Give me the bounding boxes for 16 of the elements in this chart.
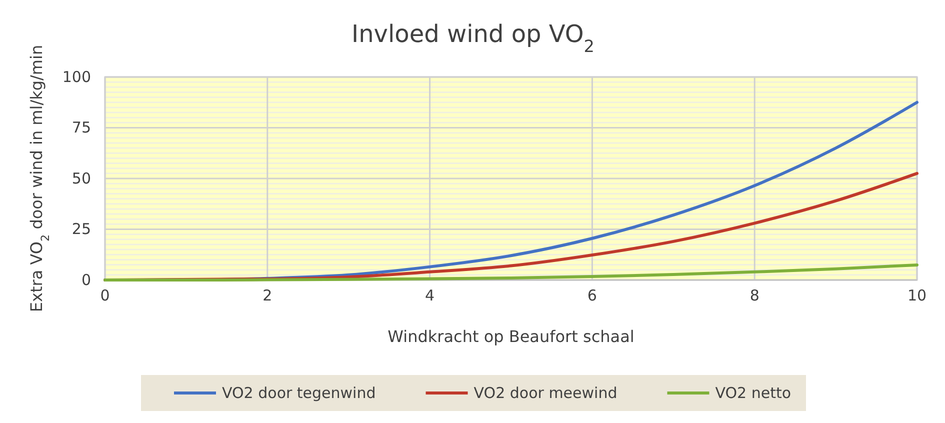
chart-title: Invloed wind op VO$_{2}$: [352, 20, 594, 56]
y-tick-label: 25: [72, 220, 91, 238]
y-tick-label: 50: [72, 169, 91, 188]
x-tick-label: 6: [587, 286, 597, 305]
x-tick-label: 2: [262, 286, 272, 305]
x-tick-label: 0: [100, 286, 110, 305]
x-tick-label: 10: [907, 286, 927, 305]
y-tick-label: 0: [81, 270, 91, 289]
y-tick-label: 100: [62, 68, 91, 86]
x-axis-title: Windkracht op Beaufort schaal: [388, 327, 634, 346]
x-tick-label: 8: [750, 286, 760, 305]
x-tick-label: 4: [425, 286, 435, 305]
legend-label: VO2 door meewind: [474, 384, 618, 402]
y-tick-label: 75: [72, 118, 91, 137]
legend-label: VO2 door tegenwind: [222, 384, 376, 402]
legend-label: VO2 netto: [715, 384, 792, 402]
